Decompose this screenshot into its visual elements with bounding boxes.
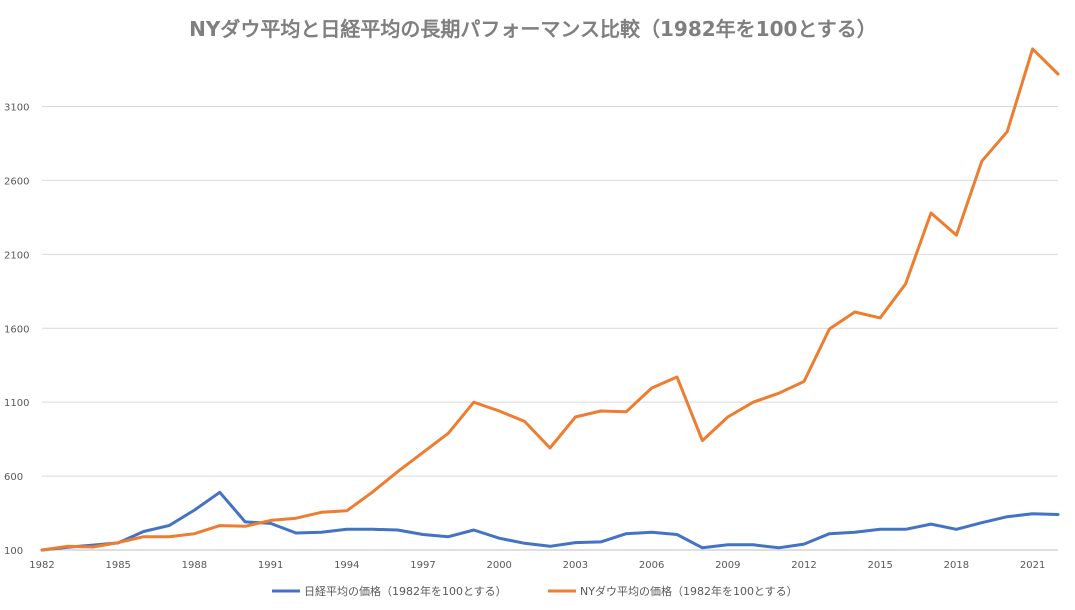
y-tick-label: 3100 — [4, 103, 29, 114]
x-tick-label: 1997 — [410, 560, 435, 571]
x-tick-label: 1988 — [182, 560, 207, 571]
x-tick-label: 1985 — [105, 560, 130, 571]
x-tick-label: 2015 — [867, 560, 892, 571]
x-axis: 1982 1985 1988 1991 1994 1997 2000 2003 2006 2009… — [29, 560, 1045, 571]
series-line-dow — [40, 47, 1060, 552]
legend: 日経平均の価格（1982年を100とする） NYダウ平均の価格（1982年を10… — [272, 584, 798, 598]
series-lines — [40, 47, 1060, 552]
gridlines — [42, 106, 1058, 551]
legend-label-dow: NYダウ平均の価格（1982年を100とする） — [580, 584, 798, 598]
x-tick-label: 1982 — [29, 560, 54, 571]
x-tick-label: 2000 — [486, 560, 511, 571]
x-tick-label: 2006 — [639, 560, 664, 571]
y-axis: 100 600 1100 1600 2100 2600 3100 — [4, 103, 29, 557]
x-tick-label: 2012 — [791, 560, 816, 571]
x-tick-label: 2003 — [563, 560, 588, 571]
y-tick-label: 600 — [4, 472, 23, 483]
chart-title: NYダウ平均と日経平均の長期パフォーマンス比較（1982年を100とする） — [189, 17, 877, 41]
x-tick-label: 2021 — [1020, 560, 1045, 571]
y-tick-label: 2600 — [4, 176, 29, 187]
x-tick-label: 2009 — [715, 560, 740, 571]
y-tick-label: 2100 — [4, 250, 29, 261]
legend-label-nikkei: 日経平均の価格（1982年を100とする） — [304, 584, 507, 598]
y-tick-label: 1100 — [4, 398, 29, 409]
x-tick-label: 1991 — [258, 560, 283, 571]
y-tick-label: 100 — [4, 546, 23, 557]
y-tick-label: 1600 — [4, 324, 29, 335]
series-line-nikkei — [40, 490, 1060, 552]
x-tick-label: 2018 — [944, 560, 969, 571]
x-tick-label: 1994 — [334, 560, 359, 571]
